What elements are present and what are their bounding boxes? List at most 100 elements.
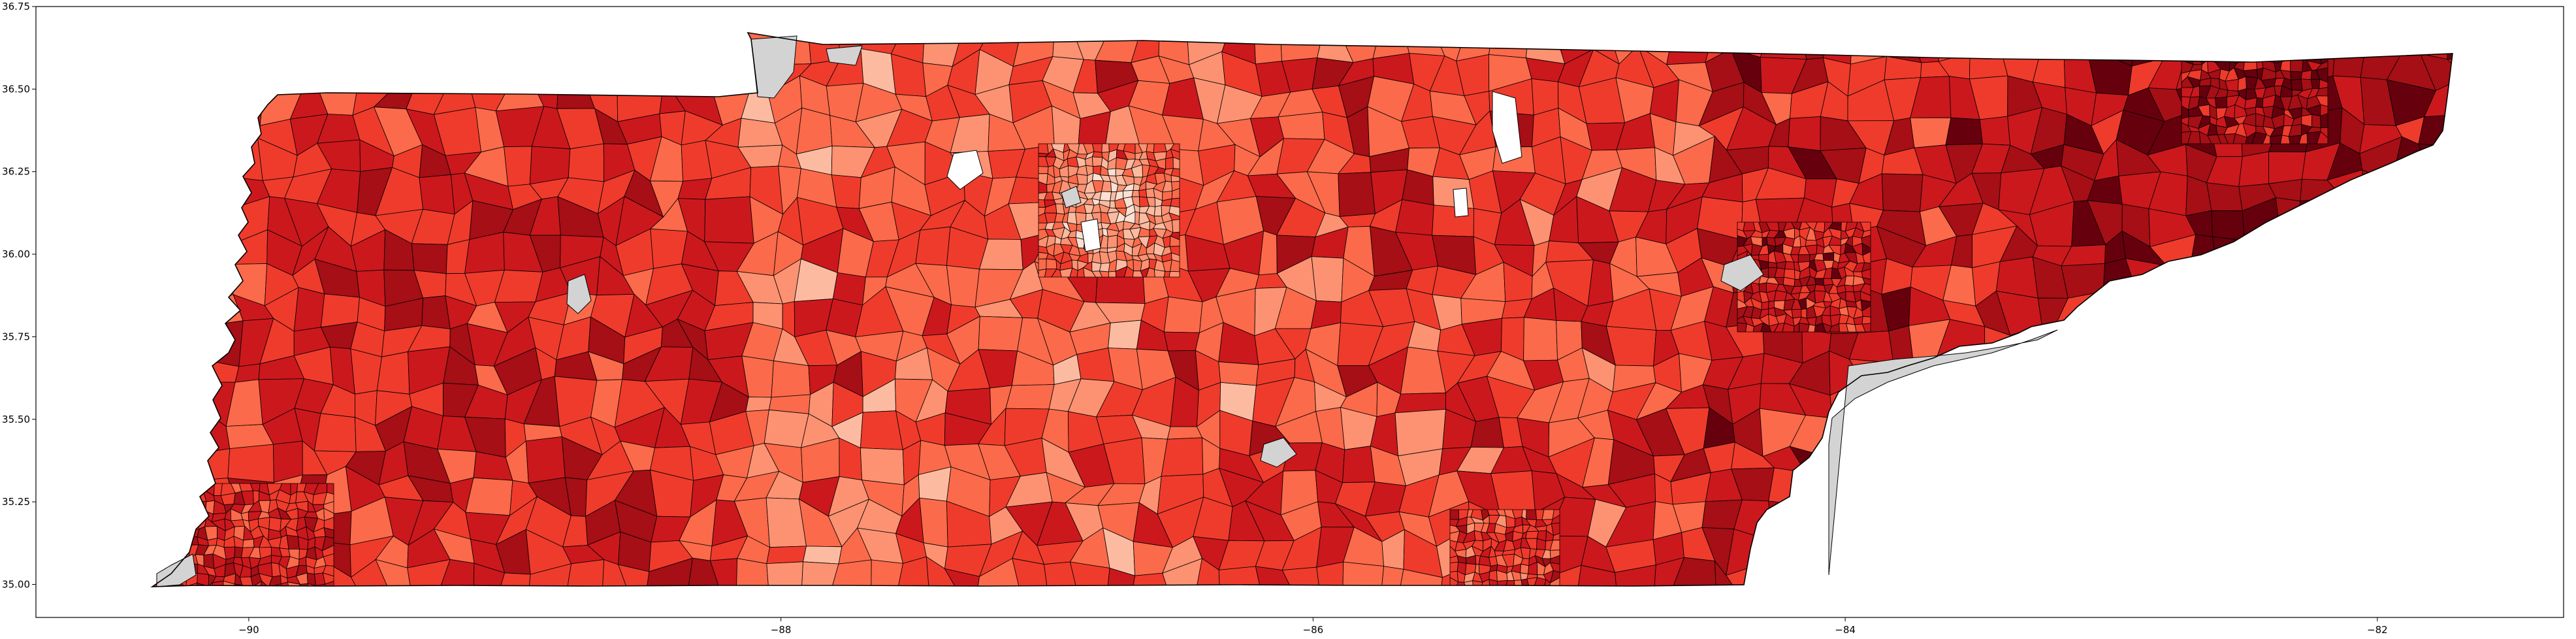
census-tract <box>1788 116 1821 152</box>
census-tract-nashville <box>1153 205 1163 217</box>
census-tract <box>871 559 903 587</box>
missing-data-tract <box>826 45 863 66</box>
census-tract <box>1218 566 1263 587</box>
census-tract <box>1106 567 1136 587</box>
census-tract <box>926 556 962 587</box>
census-tract <box>1005 384 1055 410</box>
census-tract-tri-cities <box>2290 78 2303 91</box>
census-tract <box>602 559 631 587</box>
census-tract <box>946 265 980 308</box>
census-tract <box>978 316 1023 352</box>
census-tract-chattanooga <box>1526 509 1538 520</box>
census-tract <box>2268 151 2306 184</box>
census-tract-nashville <box>1172 157 1180 170</box>
census-tract <box>2206 182 2243 212</box>
y-tick-label: 35.25 <box>2 496 30 508</box>
census-tract <box>1108 320 1142 350</box>
census-tract <box>735 558 770 587</box>
census-tract <box>227 444 274 483</box>
census-tract-tri-cities <box>2310 79 2321 90</box>
census-tract-nashville <box>1091 156 1103 167</box>
census-tract <box>407 559 451 587</box>
y-tick-label: 35.75 <box>2 331 30 342</box>
census-tract-knoxville <box>1799 322 1810 333</box>
census-tract <box>1394 408 1447 457</box>
census-tract-nashville <box>1091 151 1103 158</box>
census-tract <box>745 397 772 412</box>
census-tract <box>1380 566 1404 587</box>
census-tract-nashville <box>1165 157 1174 170</box>
y-tick-label: 36.00 <box>2 248 30 260</box>
census-tract-knoxville <box>1768 261 1778 269</box>
census-tract-memphis <box>242 538 255 548</box>
census-tract <box>686 557 723 587</box>
census-tract <box>771 360 811 398</box>
census-tract-knoxville <box>1814 278 1824 286</box>
census-tract-knoxville <box>1807 324 1816 333</box>
x-tick-label: −82 <box>2367 624 2388 636</box>
x-tick-label: −88 <box>771 624 792 636</box>
census-tract <box>1615 565 1656 587</box>
census-tract-memphis <box>223 580 236 587</box>
census-tract <box>465 477 513 516</box>
census-tract-knoxville <box>1737 322 1747 333</box>
census-tract-chattanooga <box>1541 509 1554 520</box>
census-tract <box>764 409 809 448</box>
census-tract <box>419 174 455 215</box>
census-tract-knoxville <box>1797 254 1811 263</box>
census-tract-nashville <box>1076 173 1088 185</box>
census-tract <box>375 559 413 587</box>
census-tract <box>1255 566 1296 587</box>
census-tract <box>1945 117 1983 146</box>
census-tract-memphis <box>258 573 273 587</box>
census-tract-knoxville <box>1784 261 1795 270</box>
census-tract-nashville <box>1038 258 1047 271</box>
census-tract-nashville <box>1138 189 1148 198</box>
census-tract-nashville <box>1171 219 1180 233</box>
census-tract <box>1281 566 1321 587</box>
census-tract-tri-cities <box>2320 113 2328 129</box>
census-tract-nashville <box>1168 270 1180 278</box>
census-tract-zero <box>1453 188 1469 218</box>
census-tract <box>497 572 531 587</box>
census-tract-nashville <box>1092 143 1103 153</box>
census-tract <box>1342 446 1376 483</box>
census-tract <box>411 243 448 274</box>
census-tract-knoxville <box>1844 284 1854 293</box>
census-tract-memphis <box>252 580 263 587</box>
census-tract <box>1398 568 1443 587</box>
y-tick-label: 35.00 <box>2 578 30 590</box>
census-tract <box>2238 151 2270 187</box>
census-tract-tri-cities <box>2255 97 2264 108</box>
census-tract-nashville <box>1170 259 1180 272</box>
census-tract <box>320 293 360 328</box>
census-tract <box>293 287 325 332</box>
census-tract <box>1910 117 1952 148</box>
census-tract <box>1163 331 1200 352</box>
census-tract <box>1311 256 1344 303</box>
census-tract-memphis <box>322 580 334 587</box>
x-tick-label: −86 <box>1303 624 1324 636</box>
census-tract <box>1395 199 1434 236</box>
census-tract <box>1668 557 1717 587</box>
census-tract-knoxville <box>1758 282 1767 293</box>
y-tick-label: 36.25 <box>2 166 30 178</box>
census-tract-memphis <box>280 582 290 587</box>
census-tract-nashville <box>1107 168 1116 176</box>
census-tract <box>860 410 903 450</box>
census-tract-memphis <box>286 534 300 549</box>
census-tract <box>350 348 382 395</box>
census-tract <box>2419 53 2453 91</box>
census-tract <box>2423 76 2453 118</box>
census-tract <box>314 413 357 452</box>
census-tract <box>1470 417 1504 448</box>
census-tract-nashville <box>1153 143 1167 154</box>
census-tract <box>350 559 393 587</box>
census-tract <box>1316 561 1344 587</box>
y-tick-label: 36.75 <box>2 1 30 12</box>
census-tract <box>1194 558 1221 587</box>
census-tract-knoxville <box>1844 275 1855 286</box>
census-tract-nashville <box>1146 143 1155 154</box>
y-tick-label: 36.50 <box>2 83 30 95</box>
